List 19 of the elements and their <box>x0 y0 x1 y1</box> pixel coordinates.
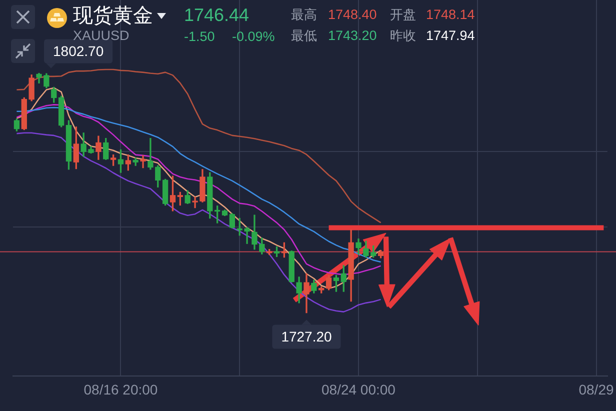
annotation: 最低 <box>291 28 317 44</box>
annotation: 1746.44 <box>184 5 250 26</box>
x-tick-label: 08/16 20:00 <box>84 381 158 398</box>
x-tick-label: 08/24 00:00 <box>322 381 396 398</box>
annotation: -0.09% <box>232 29 275 45</box>
annotation: -1.50 <box>184 29 215 45</box>
text: XAUUSD <box>73 28 130 44</box>
annotation: 最高 <box>291 7 317 22</box>
annotation: 1747.94 <box>426 28 475 44</box>
annotation: 开盘 <box>390 7 416 22</box>
annotation: 1727.20 <box>281 328 332 345</box>
annotation: 1743.20 <box>328 28 377 44</box>
annotation: 1802.70 <box>53 43 104 60</box>
candlestick <box>140 155 146 168</box>
x-tick-label: 08/29 <box>578 381 614 398</box>
annotation: 1748.40 <box>328 7 377 23</box>
annotation: 1748.14 <box>426 7 475 23</box>
annotation: 昨收 <box>390 28 416 44</box>
chart-title: 现货黄金 <box>73 5 153 27</box>
